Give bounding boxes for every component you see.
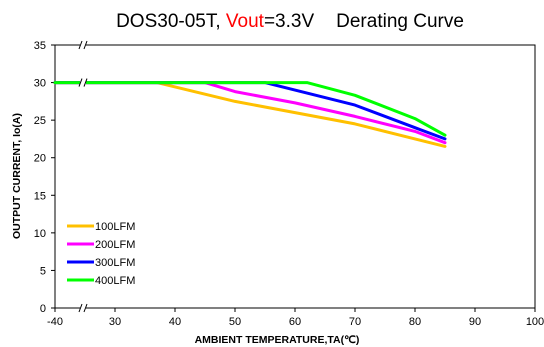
y-tick-label: 20: [34, 153, 46, 165]
x-tick-label: -40: [47, 316, 63, 328]
title-part2: =3.3V: [264, 11, 315, 32]
axis-break-gap: [80, 40, 86, 50]
x-tick-label: 80: [409, 316, 421, 328]
title-vout: Vout: [226, 11, 265, 32]
axis-break-mark: [78, 78, 88, 87]
legend-label-400lfm: 400LFM: [95, 275, 135, 287]
title-part1: DOS30-05T,: [116, 11, 226, 32]
axis-break-mark: [78, 40, 88, 50]
legend: 100LFM 200LFM 300LFM 400LFM: [67, 221, 135, 287]
y-tick-label: 10: [34, 228, 46, 240]
y-axis-label: OUTPUT CURRENT, Io(A): [11, 113, 23, 239]
x-tick-label: 90: [469, 316, 481, 328]
y-tick-label: 25: [34, 115, 46, 127]
legend-label-100lfm: 100LFM: [95, 221, 135, 233]
x-tick-label: 60: [289, 316, 301, 328]
series-layer: [53, 40, 447, 313]
axis-break-gap: [80, 77, 86, 88]
axis-break-gap: [80, 303, 86, 313]
x-tick-label: 40: [169, 316, 181, 328]
chart-title: DOS30-05T, Vout=3.3V Derating Curve: [116, 11, 464, 32]
x-tick-label: 70: [349, 316, 361, 328]
legend-label-200lfm: 200LFM: [95, 239, 135, 251]
axes: [51, 44, 536, 312]
series-line-400lfm: [53, 81, 447, 137]
x-tick-label: 100: [526, 316, 544, 328]
legend-label-300lfm: 300LFM: [95, 257, 135, 269]
y-tick-label: 15: [34, 190, 46, 202]
y-tick-label: 0: [40, 303, 46, 315]
x-tick-label: 30: [109, 316, 121, 328]
tick-labels: 0 5 10 15 20 25 30 35 -40 30 40 50 60 70 80 90 100: [34, 40, 544, 328]
y-tick-label: 5: [40, 265, 46, 277]
y-tick-label: 35: [34, 40, 46, 52]
x-tick-label: 50: [229, 316, 241, 328]
axis-break-mark: [78, 303, 88, 313]
y-tick-label: 30: [34, 78, 46, 90]
x-axis-label: AMBIENT TEMPERATURE,TA(℃): [195, 334, 360, 346]
title-part3: Derating Curve: [336, 11, 464, 32]
